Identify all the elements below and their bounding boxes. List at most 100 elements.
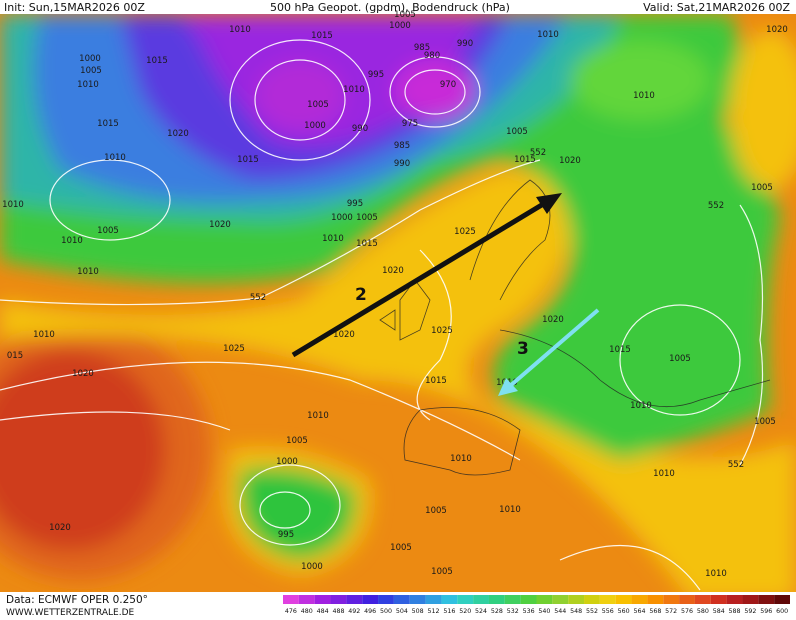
isobar-label: 1010 — [2, 200, 24, 210]
isobar-label: 985 — [414, 43, 430, 53]
isobar-label: 1005 — [97, 226, 119, 236]
colorbar-label: 536 — [523, 608, 535, 615]
colorbar-cell — [425, 595, 442, 604]
colorbar-label: 488 — [332, 608, 344, 615]
colorbar-cell — [504, 595, 521, 604]
colorbar-label: 476 — [285, 608, 297, 615]
colorbar-label: 520 — [459, 608, 471, 615]
colorbar-cell — [584, 595, 600, 604]
colorbar-label: 576 — [681, 608, 693, 615]
isobar-label: 1015 — [609, 345, 631, 355]
colorbar-cell — [457, 595, 474, 604]
colorbar-label: 540 — [538, 608, 550, 615]
isobar-label: 1010 — [61, 236, 83, 246]
colorbar-cell — [283, 595, 299, 604]
colorbar-label: 496 — [364, 608, 376, 615]
isobar-label: 1025 — [454, 227, 476, 237]
colorbar-label: 484 — [317, 608, 329, 615]
isobar-label: 975 — [402, 119, 418, 129]
arrow-3: 3 — [498, 308, 600, 396]
colorbar-cell — [346, 595, 363, 604]
isobar-label: 1000 — [304, 121, 326, 131]
arrow-label: 2 — [355, 285, 367, 305]
colorbar-cell — [774, 595, 790, 604]
colorbar-cell — [362, 595, 379, 604]
isobar-label: 552 — [728, 460, 744, 470]
isobar-label: 552 — [530, 148, 546, 158]
isobar-label: 995 — [347, 199, 363, 209]
colorbar-label: 588 — [729, 608, 741, 615]
isobar-label: 1000 — [79, 54, 101, 64]
colorbar-cell — [742, 595, 759, 604]
isobar-label: 1000 — [276, 457, 298, 467]
colorbar-label: 560 — [618, 608, 630, 615]
isobar-label: 1020 — [167, 129, 189, 139]
isobar-label: 1005 — [390, 543, 412, 553]
colorbar-cell — [409, 595, 426, 604]
colorbar-cell — [488, 595, 505, 604]
colorbar-label: 584 — [713, 608, 725, 615]
colorbar-cell — [441, 595, 458, 604]
isobar-label: 1015 — [425, 376, 447, 386]
isobar-label: 1010 — [633, 91, 655, 101]
colorbar-cell — [298, 595, 315, 604]
colorbar-label: 568 — [649, 608, 661, 615]
isobar-label: 970 — [440, 80, 456, 90]
data-source: Data: ECMWF OPER 0.250° — [6, 594, 148, 606]
map-title: 500 hPa Geopot. (gpdm), Bodendruck (hPa) — [270, 1, 510, 14]
colorbar-label: 524 — [475, 608, 487, 615]
colorbar-cell — [314, 595, 331, 604]
isobar-label: 1005 — [425, 506, 447, 516]
isobar-label: 1010 — [229, 25, 251, 35]
isobar-label: 1020 — [333, 330, 355, 340]
colorbar-cell — [330, 595, 347, 604]
isobar-label: 1025 — [431, 326, 453, 336]
header-bar — [0, 0, 796, 14]
colorbar-cell — [552, 595, 569, 604]
colorbar-cell — [726, 595, 743, 604]
colorbar-label: 596 — [760, 608, 772, 615]
isobar-label: 1010 — [653, 469, 675, 479]
isobar-label: 1015 — [146, 56, 168, 66]
colorbar-label: 504 — [396, 608, 408, 615]
colorbar-cell — [615, 595, 632, 604]
isobar-label: 1010 — [77, 80, 99, 90]
isobar-label: 1010 — [77, 267, 99, 277]
isobar-label: 1010 — [33, 330, 55, 340]
colorbar-cell — [568, 595, 585, 604]
isobar-label: 1005 — [431, 567, 453, 577]
colorbar-label: 552 — [586, 608, 598, 615]
isobar-label: 1005 — [754, 417, 776, 427]
colorbar-label: 592 — [744, 608, 756, 615]
isobar-label: 1010 — [499, 505, 521, 515]
map-field — [0, 14, 796, 600]
isobar-label: 1010 — [322, 234, 344, 244]
isobar-label: 1010 — [343, 85, 365, 95]
colorbar-label: 572 — [665, 608, 677, 615]
isobar-label: 1005 — [307, 100, 329, 110]
colorbar-label: 600 — [776, 608, 788, 615]
colorbar-label: 556 — [602, 608, 614, 615]
isobar-label: 1005 — [751, 183, 773, 193]
isobar-label: 1010 — [104, 153, 126, 163]
colorbar-label: 528 — [491, 608, 503, 615]
isobar-label: 995 — [278, 530, 294, 540]
isobar-label: 1015 — [514, 155, 536, 165]
isobar-label: 1000 — [389, 21, 411, 31]
isobar-label: 990 — [352, 124, 368, 134]
isobar-label: 1000 — [301, 562, 323, 572]
isobar-label: 1010 — [307, 411, 329, 421]
arrow-2: 2 — [291, 193, 562, 358]
isobar-label: 995 — [368, 70, 384, 80]
colorbar-cell — [536, 595, 553, 604]
colorbar-label: 544 — [554, 608, 566, 615]
colorbar-label: 564 — [633, 608, 645, 615]
isobar-label: 1015 — [311, 31, 333, 41]
isobar-label: 1005 — [356, 213, 378, 223]
colorbar-cell — [378, 595, 394, 604]
colorbar-label: 516 — [443, 608, 455, 615]
colorbar-label: 508 — [412, 608, 424, 615]
isobar-label: 015 — [7, 351, 23, 361]
isobar-label: 1020 — [209, 220, 231, 230]
